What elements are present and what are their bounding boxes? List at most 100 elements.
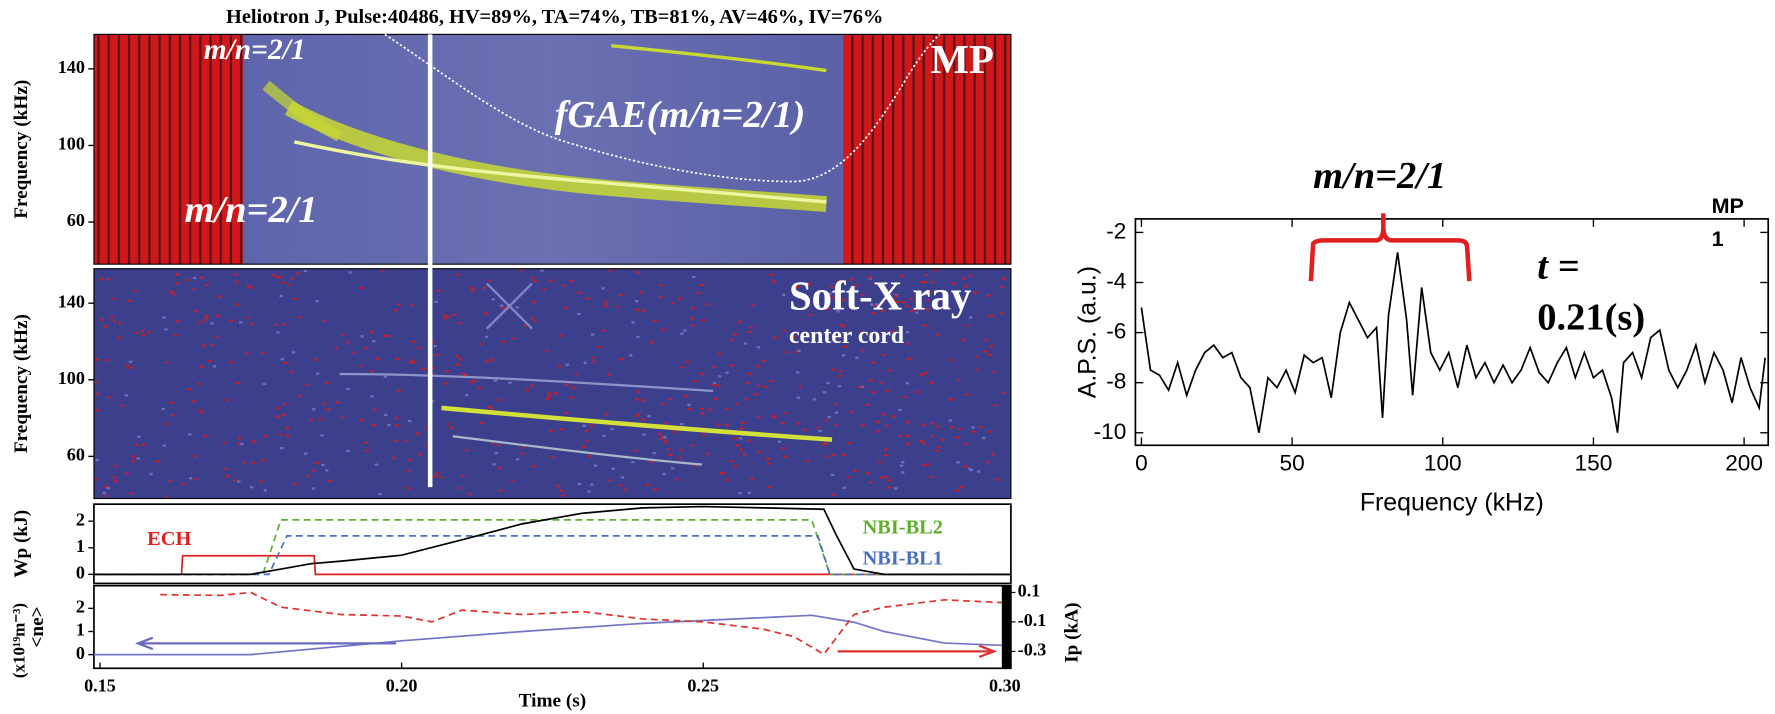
y-tick-label: 0	[76, 563, 85, 583]
spectrogram-noise	[620, 476, 625, 479]
spectrogram-noise	[129, 366, 134, 369]
spectrogram-noise	[264, 435, 268, 438]
spectrogram-noise	[383, 375, 388, 379]
series-line	[1140, 252, 1766, 433]
spectrogram-noise	[822, 391, 827, 394]
spectrogram-noise	[683, 329, 687, 332]
spectrogram-noise	[105, 359, 109, 362]
annotation: MP	[931, 37, 994, 82]
spectrogram-noise	[629, 354, 633, 357]
spectrogram-noise	[887, 479, 892, 482]
spectrogram-noise	[995, 478, 999, 481]
spectrogram-noise	[823, 442, 828, 445]
spectrogram-noise	[482, 287, 487, 290]
spectrogram-noise	[841, 325, 846, 328]
spectrogram-noise	[532, 465, 536, 468]
y-tick-label: 100	[58, 134, 85, 154]
spectrogram-noise	[587, 490, 591, 493]
spectrogram-noise	[373, 408, 377, 411]
spectrogram-noise	[959, 485, 963, 489]
spectrogram-noise	[636, 271, 640, 274]
spectrogram-noise	[623, 488, 627, 492]
spectrogram-noise	[498, 398, 502, 402]
spectrogram-noise	[691, 307, 695, 310]
spectrogram-noise	[545, 397, 549, 401]
spectrogram-noise	[129, 492, 133, 495]
spectrogram-noise	[478, 343, 483, 346]
spectrogram-noise	[523, 324, 527, 327]
spectrogram-noise	[881, 309, 885, 312]
spectrogram-noise	[499, 304, 504, 307]
spectrogram-noise	[562, 284, 567, 287]
spectrogram-noise	[583, 361, 587, 364]
spectrogram-noise	[639, 291, 643, 294]
x-tick-label: 0	[1135, 451, 1148, 476]
spectrogram-noise	[259, 480, 263, 483]
spectrogram-noise	[924, 273, 929, 277]
spectrogram-noise	[360, 335, 364, 338]
spectrogram-noise	[652, 451, 656, 455]
spectrogram-noise	[187, 388, 192, 391]
spectrogram-noise	[238, 442, 242, 445]
y-tick-label: 60	[67, 210, 85, 230]
spectrogram-noise	[491, 298, 495, 301]
spectrogram-noise	[201, 344, 206, 347]
spectrogram-noise	[950, 426, 954, 429]
spectrogram-noise	[198, 409, 202, 412]
spectrogram-noise	[262, 382, 267, 386]
spectrogram-noise	[821, 443, 825, 447]
x-tick-label: 50	[1280, 451, 1305, 476]
spectrogram-noise	[214, 335, 219, 339]
spectrogram-noise	[650, 460, 654, 463]
spectrogram-noise	[687, 408, 692, 411]
spectrogram-noise	[712, 365, 717, 369]
spectrogram-noise	[733, 465, 737, 468]
y-tick-label: -8	[1106, 369, 1126, 394]
spectrogram-noise	[96, 392, 100, 396]
spectrogram-noise	[899, 464, 904, 467]
spectrogram-noise	[278, 276, 282, 279]
spectrogram-noise	[114, 465, 118, 468]
spectrogram-noise	[838, 374, 842, 378]
spectrogram-noise	[359, 286, 364, 290]
spectrogram-noise	[806, 459, 810, 463]
spectrogram-noise	[550, 455, 555, 459]
spectrogram-noise	[477, 386, 482, 389]
series-line	[93, 614, 1005, 656]
spectrogram-noise	[172, 293, 177, 296]
spectrogram-noise	[854, 469, 858, 472]
spectrogram-noise	[934, 269, 938, 272]
spectrogram-noise	[795, 371, 800, 374]
spectrogram-noise	[834, 403, 839, 406]
spectrogram-noise	[280, 358, 284, 361]
spectrogram-noise	[973, 291, 977, 294]
frame	[93, 584, 1012, 670]
y-axis-label: A.P.S. (a.u.)	[1074, 266, 1102, 398]
spectrogram-noise	[854, 284, 858, 287]
spectrogram-noise	[490, 408, 495, 411]
spectrogram-noise	[872, 303, 877, 307]
spectrogram-noise	[589, 424, 593, 427]
spectrogram-noise	[483, 312, 488, 315]
spectrogram-noise	[989, 344, 994, 348]
spectrogram-noise	[929, 381, 934, 384]
spectrogram-noise	[246, 316, 250, 319]
spectrogram-noise	[675, 478, 679, 481]
spectrogram-noise	[756, 415, 761, 419]
spectrogram-noise	[395, 416, 399, 420]
spectrogram-noise	[808, 313, 813, 316]
spectrogram-noise	[233, 273, 237, 276]
spectrogram-noise	[210, 344, 215, 347]
spectrogram-noise	[1002, 391, 1006, 395]
spectrogram-noise	[303, 452, 308, 455]
spectrogram-noise	[131, 455, 136, 458]
spectrogram-noise	[771, 414, 776, 418]
spectrogram-noise	[512, 337, 516, 340]
spectrogram-noise	[530, 384, 534, 387]
spectrogram-noise	[430, 400, 435, 403]
frame	[93, 268, 1012, 500]
spectrogram-noise	[192, 400, 196, 403]
spectrogram-noise	[155, 460, 160, 463]
spectrogram-noise	[884, 475, 888, 478]
